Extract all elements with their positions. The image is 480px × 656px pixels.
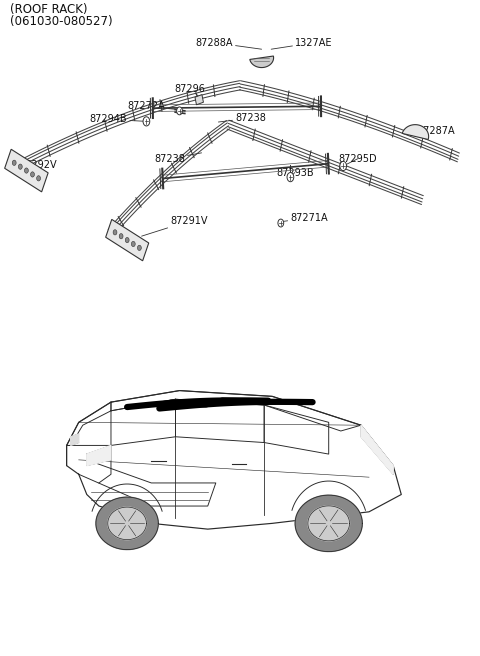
- Text: 87294B: 87294B: [90, 114, 146, 125]
- Circle shape: [31, 172, 35, 177]
- Circle shape: [36, 176, 40, 181]
- Text: (061030-080527): (061030-080527): [10, 15, 112, 28]
- Text: 87287A: 87287A: [410, 126, 455, 136]
- Text: 87295D: 87295D: [338, 154, 377, 166]
- Circle shape: [177, 107, 182, 115]
- Polygon shape: [295, 495, 362, 552]
- Circle shape: [113, 230, 117, 235]
- Text: 87238: 87238: [154, 153, 202, 164]
- Polygon shape: [308, 506, 349, 541]
- Polygon shape: [96, 497, 158, 550]
- Polygon shape: [71, 434, 79, 445]
- Circle shape: [278, 219, 284, 227]
- Polygon shape: [5, 150, 48, 192]
- Polygon shape: [108, 507, 146, 540]
- Circle shape: [340, 161, 347, 171]
- Circle shape: [137, 245, 141, 251]
- Polygon shape: [87, 445, 111, 466]
- Text: 87291V: 87291V: [142, 216, 208, 236]
- Text: 87271A: 87271A: [281, 213, 328, 223]
- Circle shape: [18, 164, 22, 169]
- Text: (ROOF RACK): (ROOF RACK): [10, 3, 87, 16]
- Circle shape: [287, 173, 294, 182]
- Circle shape: [24, 168, 28, 173]
- Circle shape: [12, 160, 16, 165]
- Text: 87288A: 87288A: [195, 37, 262, 49]
- Polygon shape: [106, 219, 149, 261]
- Text: 87293B: 87293B: [276, 167, 313, 178]
- Circle shape: [143, 117, 150, 126]
- Text: 87296: 87296: [174, 83, 205, 97]
- Text: 87292V: 87292V: [19, 160, 57, 174]
- Text: 1327AE: 1327AE: [271, 37, 333, 49]
- Circle shape: [125, 237, 129, 243]
- Polygon shape: [250, 56, 274, 68]
- Text: 87272A: 87272A: [128, 101, 178, 112]
- Text: 87238: 87238: [218, 113, 266, 123]
- Polygon shape: [195, 94, 204, 105]
- Circle shape: [132, 241, 135, 247]
- Polygon shape: [402, 125, 429, 140]
- Polygon shape: [361, 425, 393, 474]
- Circle shape: [119, 234, 123, 239]
